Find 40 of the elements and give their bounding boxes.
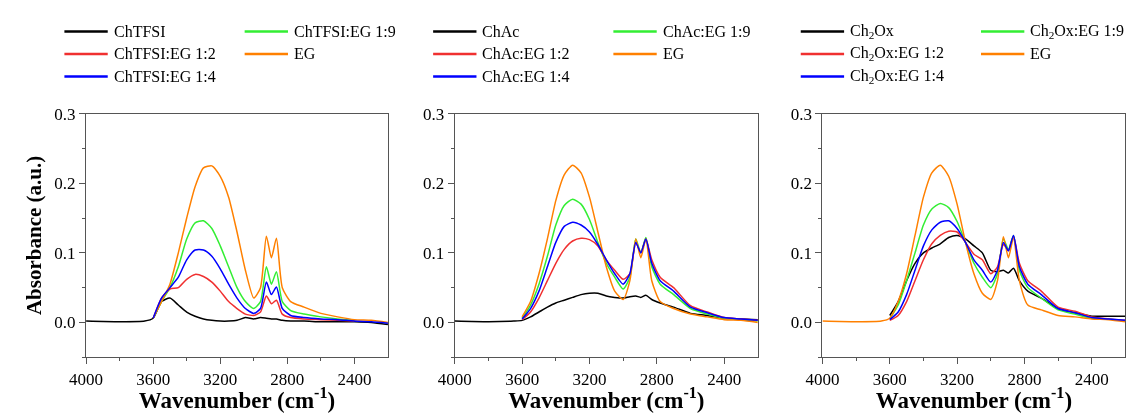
y-tick-label: 0.2 <box>54 174 76 194</box>
legend-label: ChTFSI:EG 1:2 <box>114 45 216 62</box>
legend-label: ChAc:EG 1:9 <box>663 23 751 40</box>
line-series <box>152 248 388 324</box>
y-tick-label: 0.2 <box>423 174 445 194</box>
x-tick-label: 2400 <box>337 369 372 389</box>
y-axis-title: Absorbance (a.u.) <box>22 155 47 316</box>
legend-label: ChAc <box>482 23 520 40</box>
legend-label: ChAc:EG 1:2 <box>482 45 570 62</box>
legend-label: Ch$_{2}$Ox:EG 1:9 <box>1030 22 1125 42</box>
y-tick-label: 0.1 <box>423 243 445 263</box>
legend-label: ChTFSI:EG 1:9 <box>294 23 396 40</box>
legend-label: Ch$_{2}$Ox:EG 1:4 <box>850 67 945 87</box>
y-tick-label: 0.3 <box>54 104 76 124</box>
x-tick-label: 2400 <box>707 369 742 389</box>
legend-label: EG <box>1030 45 1052 62</box>
y-tick-label: 0.3 <box>423 104 445 124</box>
legend-label: EG <box>663 45 685 62</box>
y-tick-label: 0.1 <box>790 243 812 263</box>
line-series <box>521 221 758 322</box>
line-series <box>822 164 1126 323</box>
x-tick-label: 4000 <box>69 369 104 389</box>
legend-label: Ch$_{2}$Ox <box>850 22 894 42</box>
y-tick-label: 0.3 <box>790 104 812 124</box>
line-series <box>521 164 758 324</box>
legend-label: EG <box>294 45 316 62</box>
y-tick-label: 0.0 <box>54 313 76 333</box>
y-tick-label: 0.0 <box>790 313 812 333</box>
line-series <box>152 165 388 324</box>
x-tick-label: 2400 <box>1074 369 1109 389</box>
legend-label: ChTFSI <box>114 23 166 40</box>
y-tick-label: 0.0 <box>423 313 445 333</box>
legend-label: ChTFSI:EG 1:4 <box>114 68 216 85</box>
legend-label: Ch$_{2}$Ox:EG 1:2 <box>850 44 945 64</box>
y-tick-label: 0.2 <box>790 174 812 194</box>
legend-label: ChAc:EG 1:4 <box>482 68 570 85</box>
line-series <box>86 297 388 326</box>
y-tick-label: 0.1 <box>54 243 76 263</box>
x-tick-label: 4000 <box>805 369 840 389</box>
x-tick-label: 4000 <box>437 369 472 389</box>
